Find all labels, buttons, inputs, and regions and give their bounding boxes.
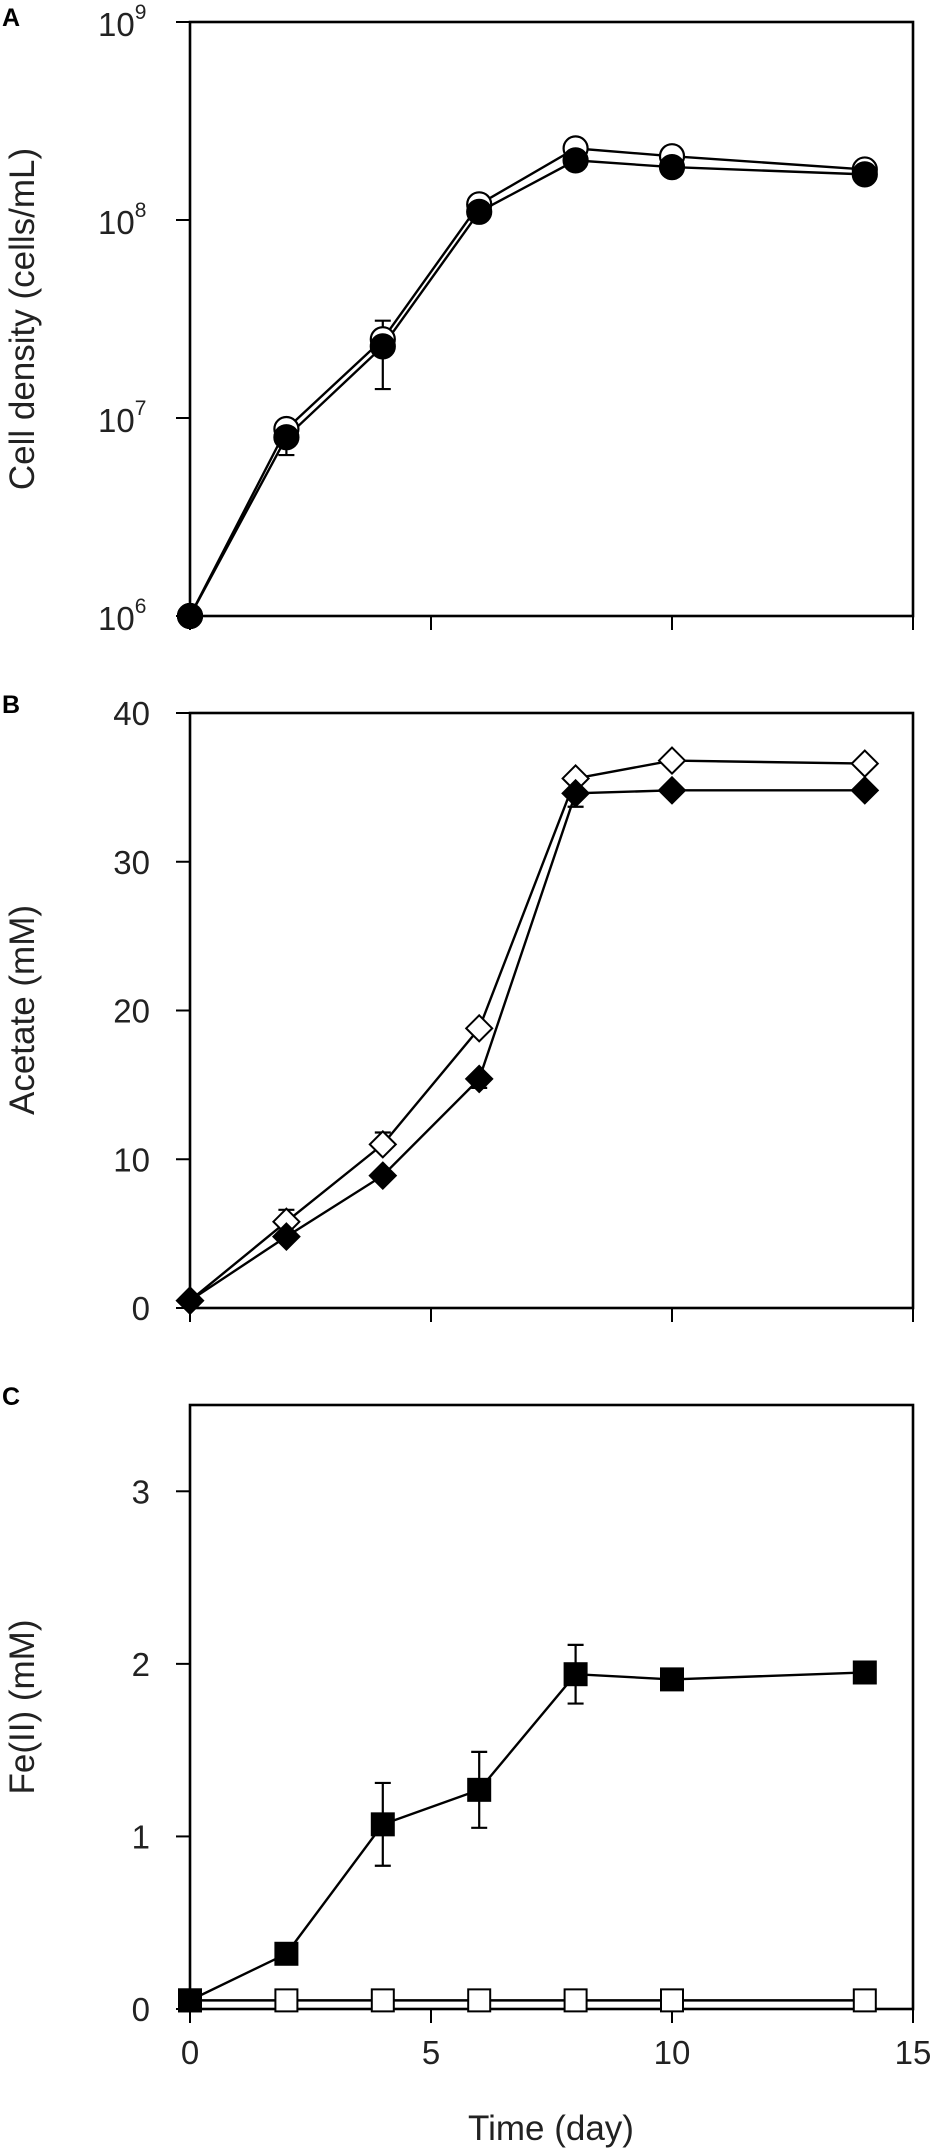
panel-b-y-tick-label: 40 xyxy=(113,695,150,732)
panel-c-x-tick-label: 0 xyxy=(181,2034,199,2071)
panel-a-filled-circle-point xyxy=(369,333,396,360)
panel-a-y-tick-label-exponent: 7 xyxy=(135,397,147,420)
panel-b-letter: B xyxy=(2,691,20,719)
panel-c-y-tick-label: 2 xyxy=(132,1646,150,1683)
panel-c-series xyxy=(178,1643,877,2013)
panel-a-series-filled-circle-line xyxy=(188,159,865,617)
panel-a-y-tick-label: 109 xyxy=(98,1,146,43)
panel-c-filled-square-point xyxy=(274,1941,299,1966)
panel-b-y-tick-label: 30 xyxy=(113,844,150,881)
panel-a-filled-circle-point xyxy=(562,147,589,174)
panel-b: B 0 10 20 30 40 Acetate (mM) xyxy=(2,691,915,1327)
panel-a-filled-circle-point xyxy=(851,161,878,188)
panel-c-y-axis-title: Fe(II) (mM) xyxy=(3,1620,42,1795)
panel-c-filled-square-point xyxy=(852,1660,877,1685)
panel-a-y-tick-label-exponent: 6 xyxy=(135,595,147,618)
panel-c-plot-frame xyxy=(188,1403,915,2011)
panel-b-filled-diamond-point xyxy=(368,1161,398,1191)
panel-b-open-diamond-point xyxy=(850,749,880,778)
panel-c-x-tick-labels: 0 5 10 15 xyxy=(181,2034,932,2071)
panel-a-y-tick-label: 108 xyxy=(98,199,146,241)
panel-c-filled-square-point xyxy=(178,1988,202,2013)
panel-a-y-tick-label: 106 xyxy=(98,595,146,637)
panel-c-open-square-point xyxy=(563,1988,588,2013)
panel-a-filled-circle-point xyxy=(273,424,300,451)
panel-a-y-tick-label-base: 10 xyxy=(98,402,135,439)
panel-b-y-axis-title: Acetate (mM) xyxy=(3,905,42,1115)
panel-b-y-tick-label: 10 xyxy=(113,1141,150,1178)
panel-c-filled-square-point xyxy=(563,1662,588,1687)
panel-c-x-tick-label: 10 xyxy=(654,2034,691,2071)
panel-c-open-square-point xyxy=(852,1988,877,2013)
panel-c-y-tick-labels: 0 1 2 3 xyxy=(132,1473,150,2028)
panel-c-x-axis-title: Time (day) xyxy=(468,2109,634,2148)
panel-a-y-tick-label-exponent: 8 xyxy=(135,199,147,222)
panel-c-filled-square-point xyxy=(660,1667,684,1692)
panel-a-series xyxy=(176,135,878,630)
panel-a-filled-circle-point xyxy=(466,198,493,225)
panel-c-open-square-point xyxy=(467,1988,492,2013)
panel-b-filled-diamond-point xyxy=(271,1222,301,1252)
panel-b-filled-diamond-point xyxy=(175,1286,205,1315)
panel-c-y-tick-label: 0 xyxy=(132,1991,150,2028)
panel-b-filled-diamond-point xyxy=(850,775,880,805)
panel-c-y-tick-label: 3 xyxy=(132,1473,150,1510)
panel-a-y-tick-label: 107 xyxy=(98,397,146,439)
panel-b-open-diamond-point xyxy=(368,1129,398,1159)
panel-a-y-axis-title: Cell density (cells/mL) xyxy=(3,148,42,490)
panel-c-open-square-point xyxy=(660,1988,684,2013)
panel-b-open-diamond-point xyxy=(657,746,687,776)
panel-c-x-tick-label: 15 xyxy=(895,2034,932,2071)
panel-b-y-tick-label: 0 xyxy=(132,1290,150,1327)
panel-b-open-diamond-point xyxy=(464,1013,494,1043)
panel-c-x-tick-label: 5 xyxy=(422,2034,440,2071)
panel-a-letter: A xyxy=(2,4,20,32)
panel-a-y-tick-label-base: 10 xyxy=(98,204,135,241)
panel-a-series-open-circle-line xyxy=(188,147,865,617)
panel-c-open-square-point xyxy=(274,1988,299,2013)
panel-c: C 0 1 2 3 0 5 10 15 Fe(II) (mM) Time (day) xyxy=(2,1383,931,2148)
panel-a-plot-frame xyxy=(188,20,915,618)
panel-b-y-tick-label: 20 xyxy=(113,993,150,1030)
panel-a-filled-circle-point xyxy=(176,602,204,630)
panel-a-y-tick-label-exponent: 9 xyxy=(135,1,147,24)
panel-c-letter: C xyxy=(2,1383,20,1411)
panel-c-filled-square-point xyxy=(467,1777,492,1802)
panel-b-filled-diamond-point xyxy=(657,775,687,805)
panel-a-ticks xyxy=(176,21,914,630)
panel-b-filled-diamond-point xyxy=(464,1064,494,1094)
panel-a-y-tick-label-base: 10 xyxy=(98,600,135,637)
panel-b-filled-diamond-point xyxy=(561,778,591,808)
panel-a-y-tick-label-base: 10 xyxy=(98,6,135,43)
panel-c-filled-square-point xyxy=(370,1812,395,1837)
panel-b-y-tick-labels: 0 10 20 30 40 xyxy=(113,695,150,1327)
panel-b-plot-frame xyxy=(188,711,915,1310)
panel-c-open-square-point xyxy=(370,1988,395,2013)
panel-c-y-tick-label: 1 xyxy=(132,1818,150,1855)
panel-a-filled-circle-point xyxy=(658,153,686,181)
panel-b-series xyxy=(175,746,880,1315)
